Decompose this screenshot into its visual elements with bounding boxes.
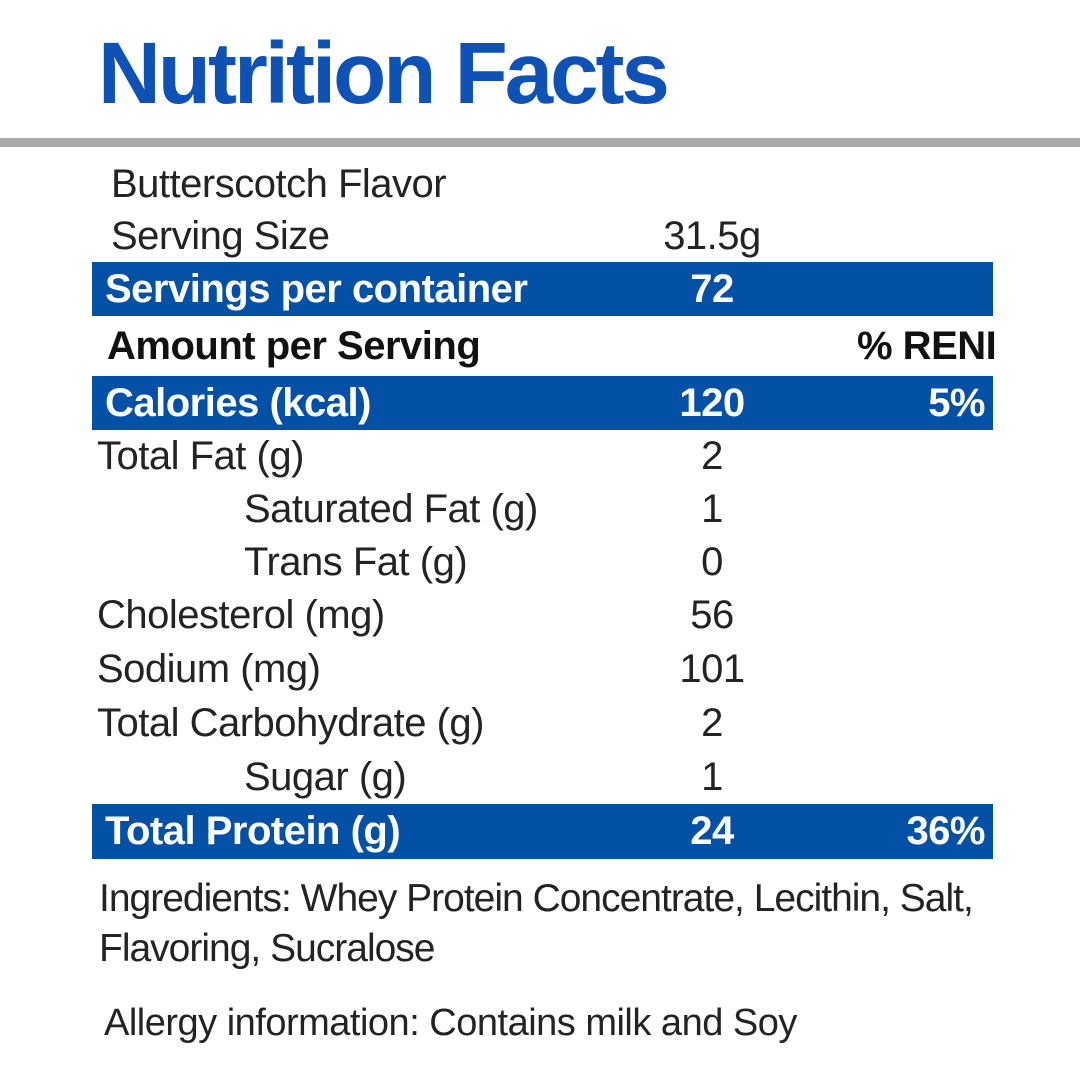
total-protein-label: Total Protein (g) [105, 809, 401, 853]
sodium-label: Sodium (mg) [97, 646, 321, 691]
cholesterol-value: 56 [690, 593, 734, 637]
ingredients-line-1: Ingredients: Whey Protein Concentrate, L… [99, 877, 974, 920]
row-sodium: Sodium (mg) 101 [92, 642, 993, 696]
cholesterol-label: Cholesterol (mg) [97, 593, 385, 637]
row-servings-per-container: Servings per container 72 [92, 262, 993, 316]
row-calories: Calories (kcal) 120 5% [92, 376, 993, 430]
serving-size-label: Serving Size [111, 213, 330, 258]
saturated-fat-label: Saturated Fat (g) [244, 487, 538, 531]
saturated-fat-value: 1 [701, 487, 723, 531]
header-divider [0, 138, 1080, 147]
total-carbohydrate-value: 2 [701, 700, 723, 745]
row-flavor: Butterscotch Flavor [92, 158, 993, 210]
row-total-carbohydrate: Total Carbohydrate (g) 2 [92, 696, 993, 750]
row-total-protein: Total Protein (g) 24 36% [92, 804, 993, 859]
row-amount-per-serving: Amount per Serving % RENI [92, 316, 997, 376]
serving-size-value: 31.5g [663, 213, 761, 258]
page-title: Nutrition Facts [98, 25, 670, 122]
row-saturated-fat: Saturated Fat (g) 1 [92, 483, 993, 536]
reni-column-header: % RENI [857, 323, 997, 368]
row-total-fat: Total Fat (g) 2 [92, 430, 993, 483]
sugar-label: Sugar (g) [244, 754, 407, 799]
total-fat-label: Total Fat (g) [97, 434, 304, 478]
sodium-value: 101 [679, 646, 745, 691]
ingredients-line-2: Flavoring, Sucralose [99, 927, 436, 970]
servings-per-container-label: Servings per container [105, 266, 528, 311]
row-cholesterol: Cholesterol (mg) 56 [92, 589, 993, 642]
row-serving-size: Serving Size 31.5g [92, 210, 993, 262]
calories-value: 120 [679, 380, 745, 425]
total-protein-percent: 36% [906, 809, 985, 853]
allergy-information-text: Allergy information: Contains milk and S… [104, 1002, 797, 1044]
calories-percent: 5% [928, 380, 985, 425]
calories-label: Calories (kcal) [105, 380, 371, 425]
row-trans-fat: Trans Fat (g) 0 [92, 536, 993, 589]
servings-per-container-value: 72 [690, 266, 734, 311]
total-carbohydrate-label: Total Carbohydrate (g) [97, 700, 484, 745]
trans-fat-label: Trans Fat (g) [244, 540, 468, 584]
amount-per-serving-label: Amount per Serving [107, 323, 481, 368]
flavor-label: Butterscotch Flavor [111, 161, 447, 206]
ingredients-text: Ingredients: Whey Protein Concentrate, L… [99, 874, 1019, 974]
total-fat-value: 2 [701, 434, 723, 478]
sugar-value: 1 [701, 754, 723, 799]
total-protein-value: 24 [690, 809, 734, 853]
trans-fat-value: 0 [701, 540, 723, 584]
nutrition-table: Butterscotch Flavor Serving Size 31.5g S… [92, 158, 997, 859]
row-sugar: Sugar (g) 1 [92, 750, 993, 804]
